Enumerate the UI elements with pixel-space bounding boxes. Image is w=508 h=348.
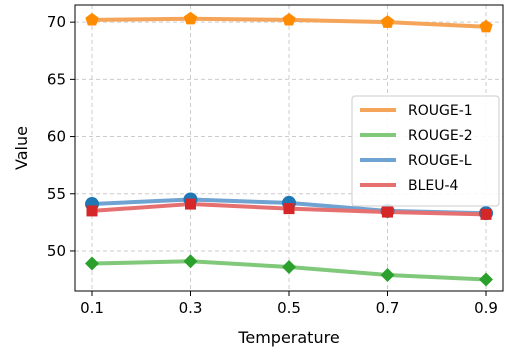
y-tick-label: 50 (47, 242, 66, 260)
x-tick-label: 0.9 (474, 299, 498, 317)
data-point-rouge-1 (85, 12, 99, 26)
x-tick-label: 0.7 (376, 299, 400, 317)
x-tick-label: 0.5 (277, 299, 301, 317)
x-axis-title: Temperature (237, 328, 339, 347)
data-point-rouge-1 (183, 11, 198, 25)
data-point-rouge-2 (380, 267, 395, 282)
data-point-bleu-4 (480, 208, 492, 220)
series-markers (85, 11, 493, 287)
y-tick-label: 60 (47, 128, 66, 146)
data-point-bleu-4 (185, 198, 196, 210)
data-point-rouge-1 (380, 15, 395, 28)
legend: ROUGE-1 ROUGE-2 ROUGE-L BLEU-4 (351, 95, 500, 207)
data-point-bleu-4 (86, 205, 98, 217)
data-point-rouge-1 (282, 12, 296, 26)
legend-label-rouge-2: ROUGE-2 (408, 128, 473, 144)
data-point-rouge-2 (183, 254, 198, 269)
y-tick-label: 55 (47, 185, 66, 203)
y-tick-label: 65 (47, 70, 66, 88)
y-axis-title: Value (12, 126, 31, 170)
y-tick-label: 70 (47, 13, 66, 31)
data-point-rouge-1 (479, 19, 493, 33)
data-point-bleu-4 (283, 203, 295, 215)
data-point-rouge-2 (479, 272, 493, 287)
legend-label-rouge-l: ROUGE-L (408, 153, 472, 169)
x-axis-ticks: 0.1 0.3 0.5 0.7 0.9 (80, 291, 498, 317)
data-point-rouge-2 (282, 259, 296, 274)
legend-label-bleu-4: BLEU-4 (408, 178, 459, 194)
x-tick-label: 0.1 (80, 299, 104, 317)
legend-label-rouge-1: ROUGE-1 (408, 103, 473, 119)
legend-box (351, 95, 500, 207)
data-point-rouge-2 (85, 256, 99, 271)
data-point-bleu-4 (382, 206, 393, 218)
y-axis-ticks: 50 55 60 65 70 (47, 13, 75, 260)
x-tick-label: 0.3 (179, 299, 203, 317)
